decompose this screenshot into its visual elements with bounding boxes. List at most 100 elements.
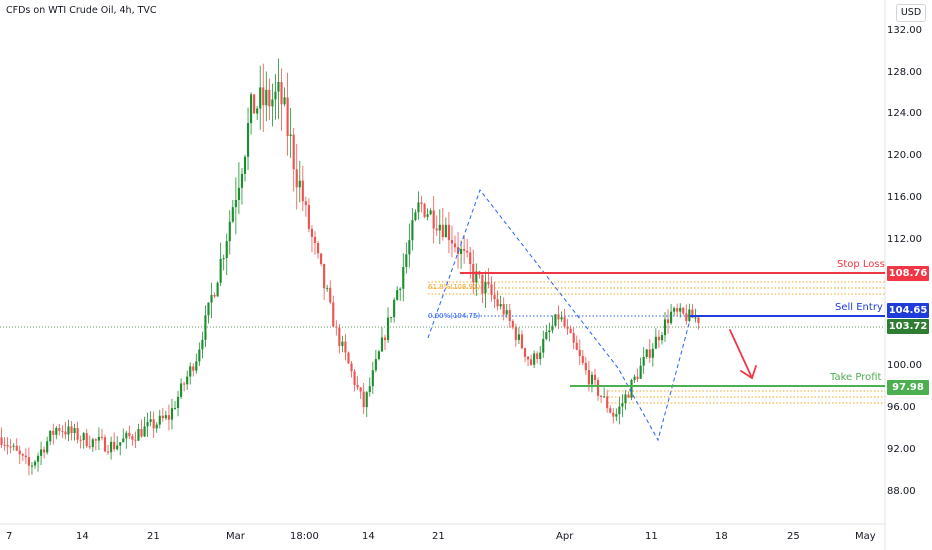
- candle-up: [399, 288, 402, 291]
- candle-up: [438, 224, 441, 231]
- candle-up: [40, 449, 43, 456]
- candle-up: [460, 248, 463, 254]
- candle-up: [198, 349, 201, 362]
- candle-up: [30, 465, 34, 467]
- candle-down: [697, 317, 700, 323]
- candle-up: [164, 415, 167, 419]
- candle-up: [180, 383, 183, 397]
- candle-down: [128, 432, 131, 437]
- candle-down: [496, 299, 499, 307]
- candle-up: [170, 408, 174, 420]
- candle-down: [292, 134, 295, 170]
- x-tick-label: 18:00: [290, 531, 319, 542]
- candle-down: [52, 430, 55, 435]
- candle-down: [587, 370, 590, 385]
- candle-up: [125, 432, 128, 439]
- candle-down: [131, 436, 134, 440]
- candle-up: [651, 348, 654, 358]
- candle-up: [642, 356, 645, 366]
- candle-up: [155, 424, 158, 429]
- candle-up: [36, 455, 40, 462]
- candle-up: [326, 287, 329, 289]
- candle-up: [204, 315, 207, 340]
- y-tick-label: 92.00: [887, 444, 916, 455]
- candle-up: [49, 430, 52, 442]
- fib-levels: [428, 281, 885, 404]
- x-tick-label: 21: [147, 531, 160, 542]
- y-tick-label: 96.00: [887, 402, 916, 413]
- candle-down: [183, 383, 186, 385]
- candle-down: [636, 376, 639, 379]
- stop-loss-label: Stop Loss: [837, 259, 885, 270]
- candle-down: [606, 396, 609, 409]
- candle-down: [167, 415, 170, 420]
- candle-down: [581, 356, 584, 363]
- x-tick-label: 11: [645, 531, 658, 542]
- candle-up: [201, 339, 204, 350]
- candle-up: [639, 365, 642, 379]
- chart-title: CFDs on WTI Crude Oil, 4h, TVC: [6, 5, 157, 16]
- candle-down: [106, 451, 110, 453]
- x-tick-label: Apr: [556, 531, 574, 542]
- take-profit-label: Take Profit: [830, 372, 882, 383]
- candle-down: [648, 349, 651, 358]
- candle-up: [73, 428, 76, 433]
- candle-down: [9, 446, 12, 448]
- candle-up: [554, 314, 557, 326]
- candle-up: [122, 438, 125, 443]
- candle-up: [633, 376, 636, 380]
- candle-down: [21, 454, 24, 456]
- candle-up: [231, 207, 234, 222]
- candle-up: [82, 433, 85, 440]
- candle-up: [548, 330, 551, 333]
- candle-up: [158, 415, 161, 425]
- candle-down: [253, 94, 256, 114]
- candle-up: [615, 414, 618, 417]
- candle-up: [377, 351, 380, 360]
- candle-down: [493, 295, 496, 300]
- candle-down: [691, 309, 694, 318]
- candle-up: [222, 258, 225, 260]
- candle-up: [240, 173, 244, 188]
- candle-down: [313, 236, 317, 244]
- candle-down: [520, 334, 524, 349]
- candle-down: [466, 250, 469, 253]
- x-tick-label: 25: [787, 531, 800, 542]
- candle-down: [329, 287, 332, 303]
- candle-up: [271, 99, 274, 107]
- candle-down: [502, 303, 505, 315]
- candle-down: [24, 455, 27, 458]
- candle-down: [100, 436, 104, 438]
- candle-up: [234, 200, 237, 208]
- candle-up: [137, 429, 140, 441]
- sell-entry-label: Sell Entry: [835, 302, 883, 313]
- candle-up: [91, 439, 94, 447]
- candle-up: [517, 334, 520, 340]
- candle-up: [694, 317, 697, 319]
- candle-up: [499, 303, 502, 307]
- x-tick-label: 18: [715, 531, 728, 542]
- candle-down: [456, 247, 460, 254]
- candle-up: [475, 271, 478, 283]
- candle-up: [371, 370, 374, 387]
- candle-up: [679, 307, 682, 312]
- fib-label-upper: 61.8%(108.91): [428, 283, 481, 291]
- currency-button[interactable]: USD: [896, 4, 926, 22]
- x-tick-label: 21: [432, 531, 445, 542]
- candle-down: [526, 356, 530, 360]
- candle-down: [140, 429, 143, 437]
- candle-down: [295, 169, 298, 188]
- candle-down: [685, 313, 688, 322]
- candle-up: [274, 91, 277, 100]
- candle-up: [673, 308, 676, 312]
- candle-down: [666, 319, 670, 324]
- candles-group: [0, 58, 700, 476]
- candle-up: [402, 266, 405, 289]
- take-profit-price-badge: 97.98: [887, 380, 929, 395]
- candle-down: [423, 203, 426, 217]
- candle-up: [228, 221, 231, 242]
- candle-down: [609, 408, 612, 413]
- candle-up: [146, 421, 149, 427]
- candle-up: [533, 353, 536, 365]
